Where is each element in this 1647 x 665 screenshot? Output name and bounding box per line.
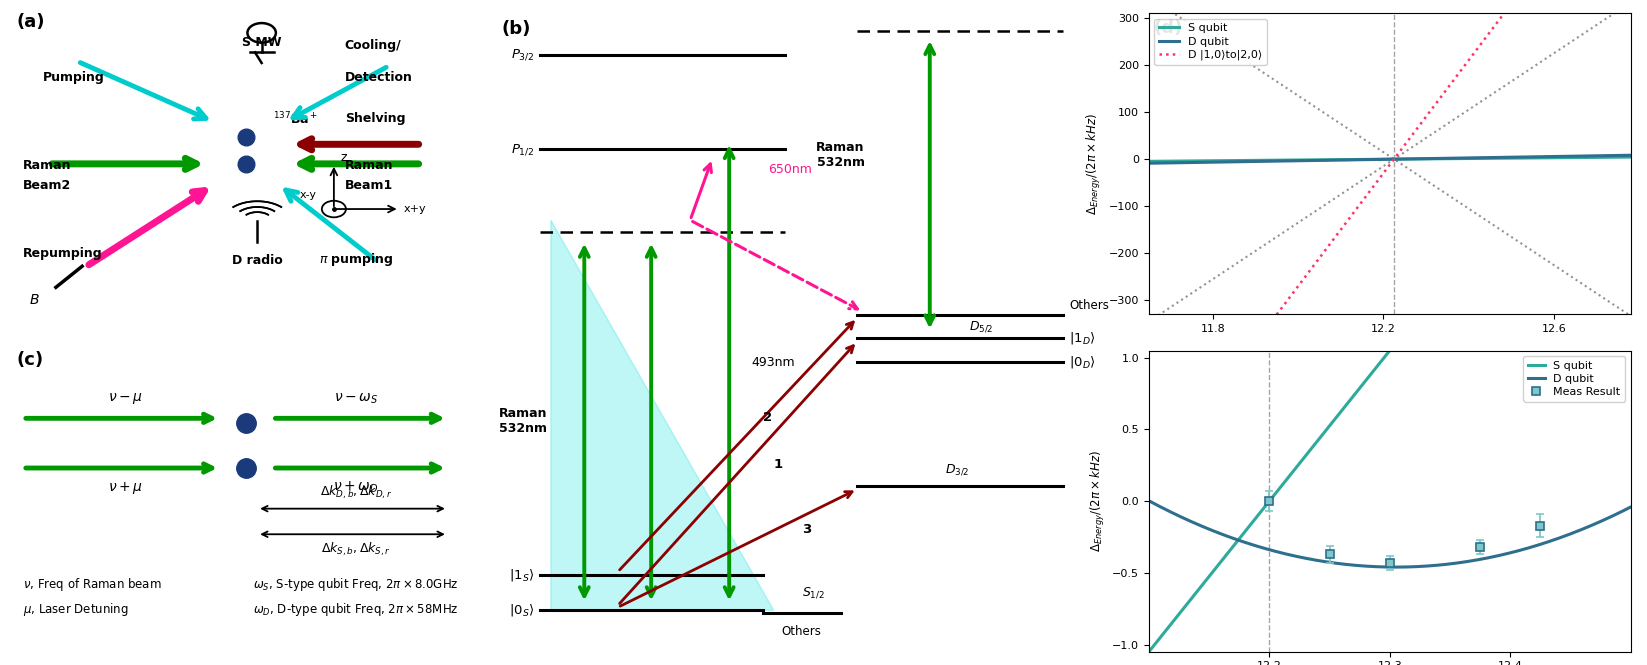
Text: S MW: S MW (242, 37, 282, 49)
Text: $S_{1/2}$: $S_{1/2}$ (802, 585, 824, 600)
Text: $\omega_D$, D-type qubit Freq, $2\pi\times$58MHz: $\omega_D$, D-type qubit Freq, $2\pi\tim… (254, 600, 458, 618)
Text: (b): (b) (501, 20, 530, 38)
Text: Raman: Raman (344, 160, 394, 172)
Text: Raman
532nm: Raman 532nm (817, 141, 865, 169)
Text: 3: 3 (802, 523, 810, 537)
Legend: S qubit, D qubit, Meas Result: S qubit, D qubit, Meas Result (1523, 356, 1626, 402)
Text: (a): (a) (16, 13, 44, 31)
Text: (c): (c) (16, 350, 43, 368)
Text: $\Delta k_{S,b},\Delta k_{S,r}$: $\Delta k_{S,b},\Delta k_{S,r}$ (321, 540, 390, 558)
Text: 493nm: 493nm (751, 356, 796, 368)
Text: z: z (341, 151, 348, 164)
Text: Beam2: Beam2 (23, 179, 71, 192)
Text: $|1_S\rangle$: $|1_S\rangle$ (509, 567, 534, 583)
Text: $|0_D\rangle$: $|0_D\rangle$ (1069, 354, 1095, 370)
Text: $\nu+\omega_D$: $\nu+\omega_D$ (333, 480, 379, 495)
Text: $D_{5/2}$: $D_{5/2}$ (968, 319, 993, 334)
Text: Repumping: Repumping (23, 247, 102, 259)
Polygon shape (550, 220, 774, 610)
Text: Others: Others (1069, 299, 1108, 312)
Text: Others: Others (782, 625, 822, 638)
Text: $\nu+\mu$: $\nu+\mu$ (109, 480, 143, 496)
Text: $\nu-\mu$: $\nu-\mu$ (109, 391, 143, 406)
Text: 2: 2 (763, 411, 772, 424)
Y-axis label: $\Delta_{Energy}/(2\pi \times kHz)$: $\Delta_{Energy}/(2\pi \times kHz)$ (1085, 112, 1103, 215)
Text: $\nu-\omega_S$: $\nu-\omega_S$ (334, 392, 377, 406)
Text: Cooling/: Cooling/ (344, 39, 402, 53)
Text: (d): (d) (1155, 19, 1183, 37)
Text: Raman: Raman (23, 160, 71, 172)
Text: Beam1: Beam1 (344, 179, 394, 192)
Text: 650nm: 650nm (769, 163, 812, 176)
Text: Pumping: Pumping (43, 70, 104, 84)
Text: $|0_S\rangle$: $|0_S\rangle$ (509, 602, 534, 618)
Y-axis label: $\Delta_{Energy}/(2\pi \times kHz)$: $\Delta_{Energy}/(2\pi \times kHz)$ (1089, 450, 1107, 553)
Text: D radio: D radio (232, 254, 283, 267)
Text: $|1_D\rangle$: $|1_D\rangle$ (1069, 331, 1095, 346)
Text: $^{137}$Ba$^+$: $^{137}$Ba$^+$ (273, 110, 318, 127)
Text: x+y: x+y (404, 204, 427, 214)
Legend: S qubit, D qubit, D |1,0⟩to|2,0⟩: S qubit, D qubit, D |1,0⟩to|2,0⟩ (1155, 19, 1267, 65)
Text: Raman
532nm: Raman 532nm (499, 407, 547, 435)
Text: Shelving: Shelving (344, 112, 405, 125)
Text: $\Delta k_{D,b},\Delta k_{D,r}$: $\Delta k_{D,b},\Delta k_{D,r}$ (320, 483, 392, 501)
Text: $\pi$ pumping: $\pi$ pumping (318, 251, 394, 268)
Text: Detection: Detection (344, 70, 413, 84)
Text: x-y: x-y (300, 190, 316, 200)
Text: $D_{3/2}$: $D_{3/2}$ (945, 463, 970, 477)
Text: $\nu$, Freq of Raman beam: $\nu$, Freq of Raman beam (23, 577, 161, 593)
Text: $P_{1/2}$: $P_{1/2}$ (511, 142, 534, 156)
Text: $\mu$, Laser Detuning: $\mu$, Laser Detuning (23, 600, 128, 618)
Text: $P_{3/2}$: $P_{3/2}$ (511, 47, 534, 62)
Text: $\omega_S$, S-type qubit Freq, $2\pi\times$8.0GHz: $\omega_S$, S-type qubit Freq, $2\pi\tim… (254, 577, 458, 593)
Text: 1: 1 (774, 458, 782, 471)
Text: $B$: $B$ (28, 293, 40, 307)
